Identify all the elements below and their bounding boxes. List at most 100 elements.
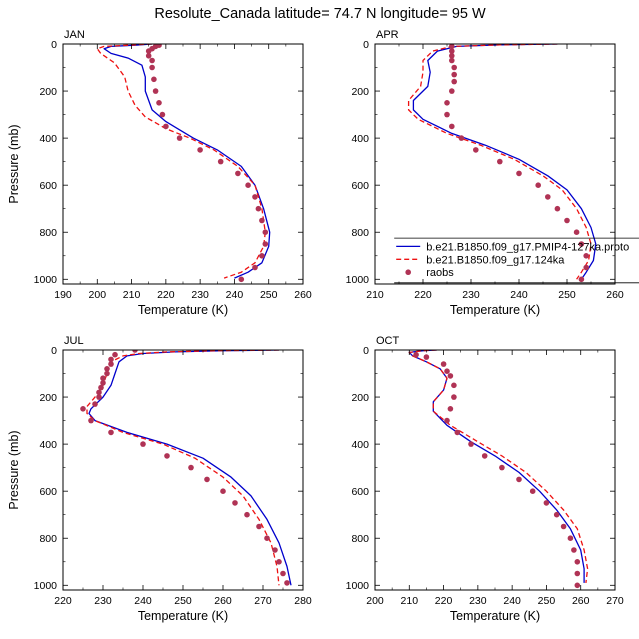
series-line-b-e21-b1850-f09-g17-pmip4-127ka-proto xyxy=(408,350,585,583)
x-tick-label: 190 xyxy=(54,289,72,301)
series-raobs xyxy=(145,44,269,283)
data-point xyxy=(481,453,488,459)
x-tick-label: 210 xyxy=(401,595,419,607)
data-point xyxy=(197,147,203,153)
data-point xyxy=(554,205,561,212)
data-point xyxy=(88,417,94,424)
data-point xyxy=(449,123,455,130)
data-point xyxy=(255,205,262,212)
data-point xyxy=(451,71,458,78)
data-point xyxy=(104,370,110,377)
data-point xyxy=(444,100,450,106)
data-point xyxy=(244,511,250,518)
x-tick-label: 240 xyxy=(503,595,521,607)
x-tick-label: 210 xyxy=(123,289,141,301)
data-point xyxy=(96,389,102,396)
data-point xyxy=(449,44,455,50)
plot-area-jan xyxy=(96,44,271,283)
x-tick-label: 210 xyxy=(366,289,384,301)
data-point xyxy=(259,253,265,259)
data-point xyxy=(104,366,110,372)
data-point xyxy=(112,351,118,358)
data-point xyxy=(152,88,159,94)
data-point xyxy=(578,241,585,247)
y-tick-label: 800 xyxy=(39,533,57,545)
y-tick-label: 0 xyxy=(363,345,369,357)
data-point xyxy=(451,382,457,389)
y-tick-label: 200 xyxy=(39,86,57,98)
data-point xyxy=(444,368,450,375)
y-tick-label: 200 xyxy=(351,392,369,404)
y-tick-label: 1000 xyxy=(34,274,58,286)
data-point xyxy=(451,394,457,400)
data-point xyxy=(284,580,290,586)
series-raobs xyxy=(80,350,290,586)
data-point xyxy=(543,500,550,506)
data-point xyxy=(444,417,450,424)
data-point xyxy=(96,394,102,400)
data-point xyxy=(574,582,581,589)
data-point xyxy=(235,170,241,177)
data-point xyxy=(262,229,269,235)
series-line-b-e21-b1850-f09-g17-pmip4-127ka-proto xyxy=(88,350,292,586)
series-line-b-e21-b1850-f09-g17-pmip4-127ka-proto xyxy=(103,44,271,279)
data-point xyxy=(108,356,114,363)
data-point xyxy=(449,57,455,64)
data-point xyxy=(545,194,551,200)
legend-label: b.e21.B1850.f09_g17.PMIP4-127ka.proto xyxy=(426,241,629,253)
data-point xyxy=(252,194,258,200)
data-point xyxy=(176,135,183,141)
y-tick-label: 600 xyxy=(351,180,369,192)
x-tick-label: 240 xyxy=(510,289,528,301)
x-axis-label: Temperature (K) xyxy=(138,303,228,317)
y-tick-label: 800 xyxy=(351,227,369,239)
x-tick-label: 250 xyxy=(558,289,576,301)
x-tick-label: 260 xyxy=(572,595,590,607)
data-point xyxy=(92,401,98,407)
x-axis-label: Temperature (K) xyxy=(138,609,228,623)
figure-title: Resolute_Canada latitude= 74.7 N longitu… xyxy=(154,6,486,22)
x-tick-label: 230 xyxy=(462,289,480,301)
x-tick-label: 270 xyxy=(606,595,624,607)
data-point xyxy=(149,64,155,71)
x-tick-label: 220 xyxy=(157,289,175,301)
series-line-b-e21-b1850-f09-g17-124ka xyxy=(407,44,592,280)
x-tick-label: 260 xyxy=(606,289,624,301)
y-tick-label: 0 xyxy=(51,39,57,51)
data-point xyxy=(447,373,454,379)
x-tick-label: 280 xyxy=(294,595,312,607)
data-point xyxy=(564,217,570,224)
x-tick-label: 230 xyxy=(469,595,487,607)
x-tick-label: 250 xyxy=(538,595,556,607)
data-point xyxy=(156,100,162,106)
data-point xyxy=(449,53,455,59)
y-tick-label: 1000 xyxy=(346,580,370,592)
data-point xyxy=(256,523,262,530)
series-raobs xyxy=(444,44,589,283)
data-point xyxy=(80,406,86,412)
legend-label: b.e21.B1850.f09_g17.124ka xyxy=(426,254,565,266)
data-point xyxy=(238,276,245,283)
y-tick-label: 400 xyxy=(39,439,57,451)
data-point xyxy=(567,535,574,541)
legend-entry-b-e21-b1850-f09-g17-124ka: b.e21.B1850.f09_g17.124ka xyxy=(396,254,565,266)
x-tick-label: 240 xyxy=(226,289,244,301)
data-point xyxy=(259,217,265,224)
plot-area-jul xyxy=(80,350,292,586)
data-point xyxy=(145,53,152,59)
legend-entry-b-e21-b1850-f09-g17-pmip4-127ka-proto: b.e21.B1850.f09_g17.PMIP4-127ka.proto xyxy=(396,241,629,253)
data-point xyxy=(164,453,170,459)
panel-jul: 220 230 240 250 260 270 280 0 200 400 600 800 1000 JU… xyxy=(7,335,312,623)
data-point xyxy=(217,158,224,165)
data-point xyxy=(449,48,455,54)
x-tick-label: 230 xyxy=(191,289,209,301)
legend-entry-raobs: raobs xyxy=(405,267,454,279)
data-point xyxy=(571,547,577,553)
y-tick-label: 400 xyxy=(351,439,369,451)
data-point xyxy=(100,375,106,382)
x-tick-label: 250 xyxy=(174,595,192,607)
data-point xyxy=(149,57,155,64)
data-point xyxy=(573,229,580,235)
data-point xyxy=(188,464,194,471)
data-point xyxy=(276,559,282,565)
